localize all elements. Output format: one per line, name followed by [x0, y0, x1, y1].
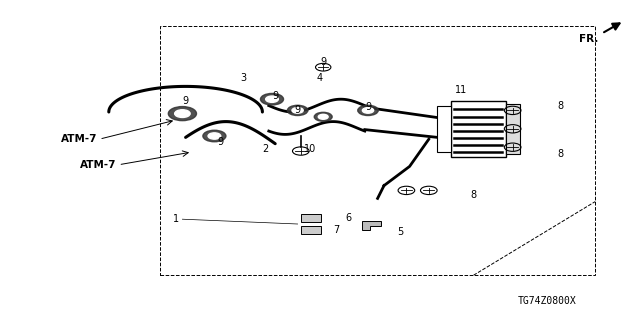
- Bar: [437, 106, 451, 152]
- Text: 4: 4: [317, 73, 323, 84]
- Bar: [451, 101, 506, 157]
- Circle shape: [266, 96, 278, 102]
- Text: FR.: FR.: [579, 34, 598, 44]
- Text: ATM-7: ATM-7: [61, 134, 97, 144]
- Text: 7: 7: [333, 225, 339, 236]
- Text: 9: 9: [294, 105, 301, 116]
- FancyBboxPatch shape: [301, 226, 321, 234]
- Text: 2: 2: [262, 144, 269, 154]
- Circle shape: [358, 105, 378, 116]
- Text: 9: 9: [320, 57, 326, 68]
- Circle shape: [362, 108, 374, 113]
- Bar: [160, 26, 595, 275]
- Polygon shape: [362, 221, 381, 230]
- Text: ATM-7: ATM-7: [80, 160, 116, 170]
- Circle shape: [318, 114, 328, 119]
- Circle shape: [203, 130, 226, 142]
- Circle shape: [314, 112, 332, 121]
- Text: 3: 3: [240, 73, 246, 84]
- Circle shape: [287, 105, 308, 116]
- Text: 5: 5: [397, 227, 403, 237]
- Text: 8: 8: [470, 190, 477, 200]
- Text: 8: 8: [557, 148, 563, 159]
- Text: 9: 9: [365, 102, 371, 112]
- Circle shape: [175, 110, 190, 117]
- Text: 9: 9: [182, 96, 189, 106]
- Text: 9: 9: [272, 91, 278, 101]
- Text: 6: 6: [346, 212, 352, 223]
- Text: 9: 9: [218, 137, 224, 148]
- Text: 8: 8: [557, 100, 563, 111]
- Circle shape: [168, 107, 196, 121]
- Text: TG74Z0800X: TG74Z0800X: [518, 296, 577, 306]
- Text: 10: 10: [304, 144, 317, 154]
- Circle shape: [208, 133, 221, 139]
- Text: 1: 1: [173, 214, 179, 224]
- Text: 11: 11: [454, 84, 467, 95]
- Bar: [506, 104, 520, 154]
- Circle shape: [292, 108, 303, 113]
- FancyBboxPatch shape: [301, 214, 321, 222]
- Circle shape: [260, 93, 284, 105]
